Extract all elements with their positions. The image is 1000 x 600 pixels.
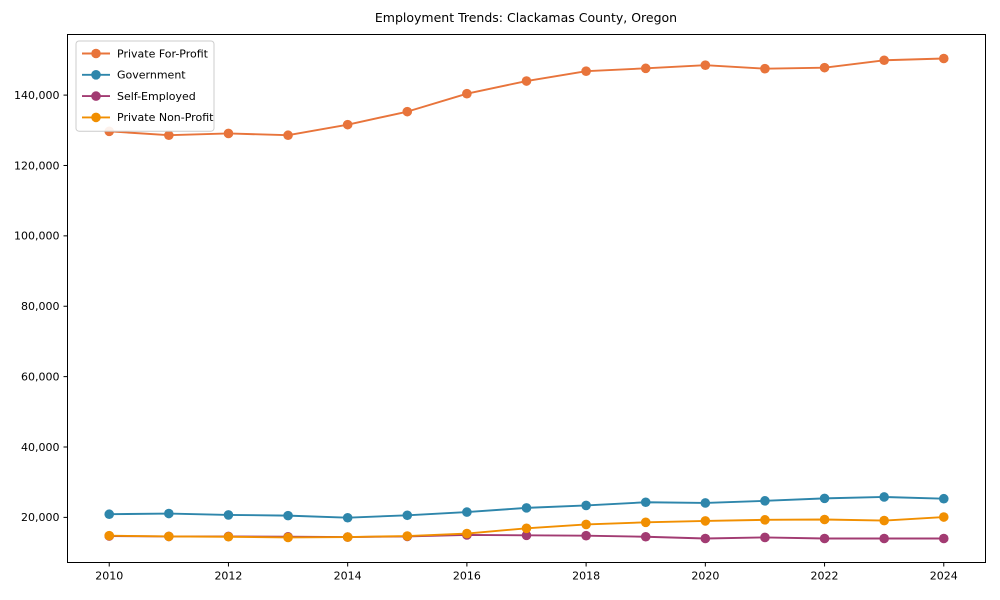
legend-marker-private-non-profit xyxy=(91,112,101,123)
data-point-private-for-profit-2013 xyxy=(283,130,293,141)
x-tick-label: 2020 xyxy=(691,570,719,583)
data-point-self-employed-2024 xyxy=(938,533,949,544)
x-tick-label: 2016 xyxy=(453,570,481,583)
legend-label-government: Government xyxy=(117,69,186,82)
data-point-self-employed-2019 xyxy=(640,531,651,542)
data-point-private-non-profit-2014 xyxy=(342,532,353,542)
data-point-government-2013 xyxy=(283,510,293,521)
data-point-private-for-profit-2017 xyxy=(521,76,532,86)
data-point-private-non-profit-2017 xyxy=(521,523,532,534)
data-point-government-2015 xyxy=(402,510,413,521)
data-point-private-for-profit-2024 xyxy=(938,53,949,64)
chart-title: Employment Trends: Clackamas County, Ore… xyxy=(375,10,677,25)
data-point-private-for-profit-2022 xyxy=(819,62,830,73)
data-point-private-for-profit-2014 xyxy=(342,119,353,130)
data-point-private-non-profit-2018 xyxy=(581,519,591,530)
data-point-government-2023 xyxy=(879,492,889,502)
data-point-private-for-profit-2018 xyxy=(581,66,591,76)
x-tick-label: 2014 xyxy=(334,570,362,583)
data-point-private-non-profit-2021 xyxy=(760,515,770,525)
data-point-government-2017 xyxy=(521,503,532,513)
data-point-government-2024 xyxy=(938,493,949,504)
data-point-private-for-profit-2023 xyxy=(879,55,889,66)
data-point-private-non-profit-2020 xyxy=(700,516,711,526)
data-point-private-for-profit-2021 xyxy=(760,63,770,74)
data-point-private-non-profit-2022 xyxy=(819,514,830,525)
data-point-government-2011 xyxy=(164,508,174,519)
y-tick-label: 140,000 xyxy=(14,89,60,102)
legend-marker-private-for-profit xyxy=(91,48,101,59)
axes-layer: 20,000 40,000 60,000 80,000 100,000 120,000 14… xyxy=(14,34,986,583)
data-point-government-2019 xyxy=(640,497,651,508)
data-point-private-non-profit-2010 xyxy=(104,530,115,541)
legend-entry-private-for-profit: Private For-Profit xyxy=(82,47,209,60)
data-point-private-for-profit-2016 xyxy=(462,88,472,99)
data-point-private-for-profit-2019 xyxy=(640,63,651,74)
data-point-self-employed-2021 xyxy=(760,532,770,543)
data-point-private-non-profit-2016 xyxy=(462,528,472,539)
data-point-government-2022 xyxy=(819,493,830,504)
series-line-private-for-profit xyxy=(109,57,944,137)
y-tick-label: 120,000 xyxy=(14,159,60,172)
x-tick-label: 2022 xyxy=(811,570,839,583)
data-point-government-2020 xyxy=(700,498,711,508)
data-point-government-2021 xyxy=(760,496,770,506)
y-tick-label: 60,000 xyxy=(21,370,60,383)
data-point-private-non-profit-2019 xyxy=(640,517,651,528)
data-point-private-for-profit-2012 xyxy=(223,128,234,139)
data-point-self-employed-2018 xyxy=(581,530,591,541)
y-tick-label: 100,000 xyxy=(14,230,60,243)
data-point-government-2016 xyxy=(462,507,472,517)
plot-frame xyxy=(67,34,986,563)
data-point-self-employed-2017 xyxy=(521,530,532,541)
data-point-self-employed-2023 xyxy=(879,533,889,544)
data-point-government-2014 xyxy=(342,512,353,523)
data-point-private-non-profit-2023 xyxy=(879,515,889,526)
x-tick-label: 2024 xyxy=(930,570,958,583)
data-point-private-non-profit-2013 xyxy=(283,532,293,543)
data-point-government-2012 xyxy=(223,510,234,520)
data-point-government-2010 xyxy=(104,509,115,520)
series-layer xyxy=(104,53,949,544)
data-point-private-non-profit-2024 xyxy=(938,512,949,522)
data-point-private-for-profit-2011 xyxy=(164,130,174,141)
data-point-self-employed-2020 xyxy=(700,533,711,544)
data-point-private-non-profit-2015 xyxy=(402,531,413,541)
x-tick-label: 2010 xyxy=(95,570,123,583)
data-point-private-non-profit-2012 xyxy=(223,531,234,542)
legend-entry-self-employed: Self-Employed xyxy=(82,90,196,103)
legend-label-private-for-profit: Private For-Profit xyxy=(117,47,209,60)
y-tick-label: 40,000 xyxy=(21,441,60,454)
legend-box xyxy=(75,40,215,132)
data-point-private-non-profit-2011 xyxy=(164,531,174,542)
data-point-private-for-profit-2020 xyxy=(700,60,711,70)
legend-marker-self-employed xyxy=(91,91,101,101)
data-point-private-for-profit-2015 xyxy=(402,106,413,117)
legend-marker-government xyxy=(91,70,101,80)
x-tick-label: 2012 xyxy=(214,570,242,583)
legend-entry-government: Government xyxy=(82,69,186,82)
legend-entry-private-non-profit: Private Non-Profit xyxy=(82,111,214,124)
legend-label-private-non-profit: Private Non-Profit xyxy=(117,111,214,124)
data-point-government-2018 xyxy=(581,500,591,511)
legend: Private For-Profit Government Self-Employe… xyxy=(75,40,215,132)
data-point-self-employed-2022 xyxy=(819,533,830,544)
x-tick-label: 2018 xyxy=(572,570,600,583)
legend-label-self-employed: Self-Employed xyxy=(117,90,196,103)
y-tick-label: 20,000 xyxy=(21,511,60,524)
y-tick-label: 80,000 xyxy=(21,300,60,313)
